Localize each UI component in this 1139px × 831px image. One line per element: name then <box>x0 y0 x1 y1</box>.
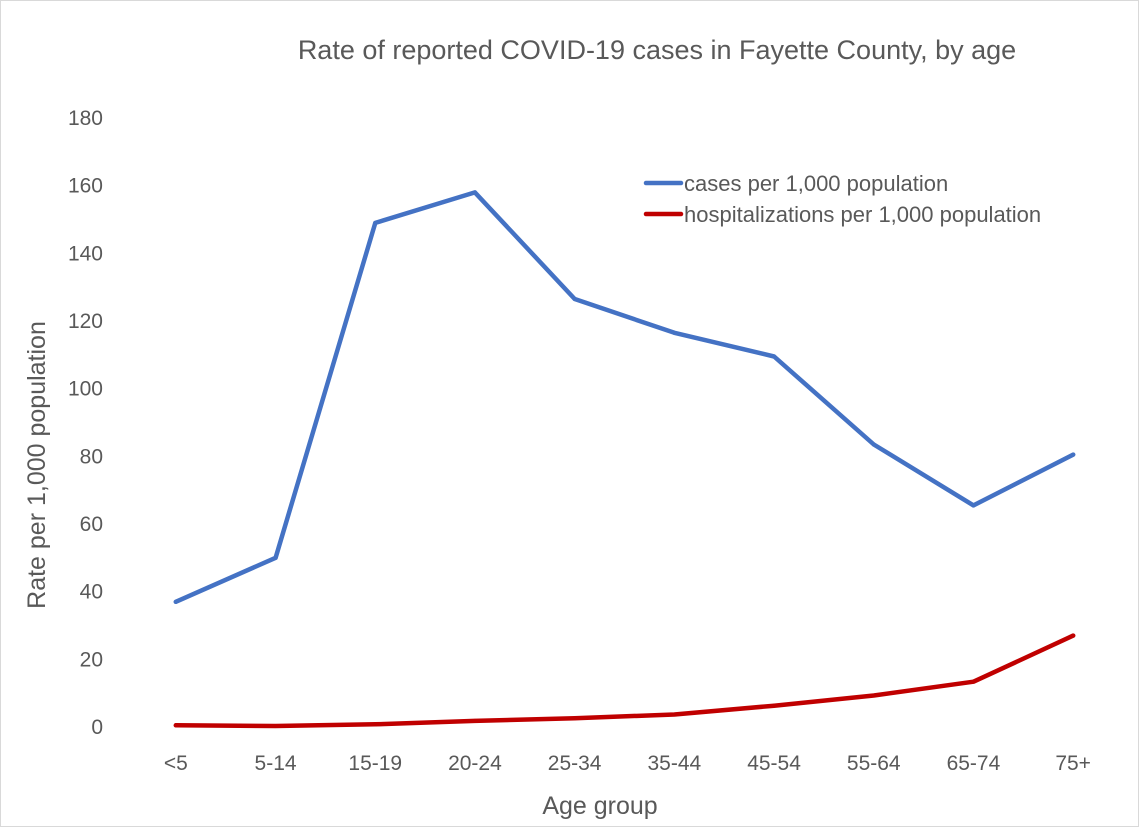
x-axis-title: Age group <box>542 792 657 820</box>
data-point <box>672 330 677 335</box>
x-tick-label: 65-74 <box>947 752 1001 775</box>
data-point <box>672 712 677 717</box>
data-point <box>273 723 278 728</box>
data-point <box>1071 633 1076 638</box>
series-line-0 <box>173 190 1076 605</box>
y-tick-label: 140 <box>68 242 103 265</box>
data-point <box>772 354 777 359</box>
legend-label: cases per 1,000 population <box>684 171 948 196</box>
chart-title: Rate of reported COVID-19 cases in Fayet… <box>298 35 1016 65</box>
data-point <box>971 503 976 508</box>
x-axis-ticks: <5 5-14 15-19 20-24 25-34 35-44 45-54 55-64 65-7… <box>164 752 1091 775</box>
x-tick-label: 20-24 <box>448 752 502 775</box>
data-point <box>971 679 976 684</box>
legend: cases per 1,000 population hospitalizatio… <box>643 171 1041 227</box>
data-point <box>472 718 477 723</box>
data-point <box>472 190 477 195</box>
y-tick-label: 80 <box>80 445 103 468</box>
data-point <box>772 703 777 708</box>
x-tick-label: 35-44 <box>647 752 701 775</box>
x-tick-label: 15-19 <box>348 752 402 775</box>
y-axis-ticks: 0 20 40 60 80 100 120 140 160 180 <box>68 107 103 739</box>
x-tick-label: 75+ <box>1055 752 1091 775</box>
y-tick-label: 20 <box>80 648 103 671</box>
data-point <box>173 599 178 604</box>
x-tick-label: 5-14 <box>255 752 297 775</box>
series-lines <box>173 190 1076 729</box>
data-point <box>572 716 577 721</box>
data-point <box>373 220 378 225</box>
x-tick-label: 45-54 <box>747 752 801 775</box>
y-tick-label: 40 <box>80 581 103 604</box>
data-point <box>1071 452 1076 457</box>
x-tick-label: 55-64 <box>847 752 901 775</box>
data-point <box>572 297 577 302</box>
data-point <box>173 723 178 728</box>
y-tick-label: 160 <box>68 175 103 198</box>
legend-label: hospitalizations per 1,000 population <box>684 202 1041 227</box>
y-axis-title: Rate per 1,000 population <box>23 321 51 609</box>
data-point <box>273 555 278 560</box>
data-point <box>871 693 876 698</box>
y-tick-label: 60 <box>80 513 103 536</box>
y-tick-label: 120 <box>68 310 103 333</box>
data-point <box>871 442 876 447</box>
x-tick-label: <5 <box>164 752 188 775</box>
y-tick-label: 180 <box>68 107 103 130</box>
y-tick-label: 100 <box>68 378 103 401</box>
x-tick-label: 25-34 <box>548 752 602 775</box>
data-point <box>373 722 378 727</box>
series-line-1 <box>173 633 1076 729</box>
y-tick-label: 0 <box>91 716 103 739</box>
